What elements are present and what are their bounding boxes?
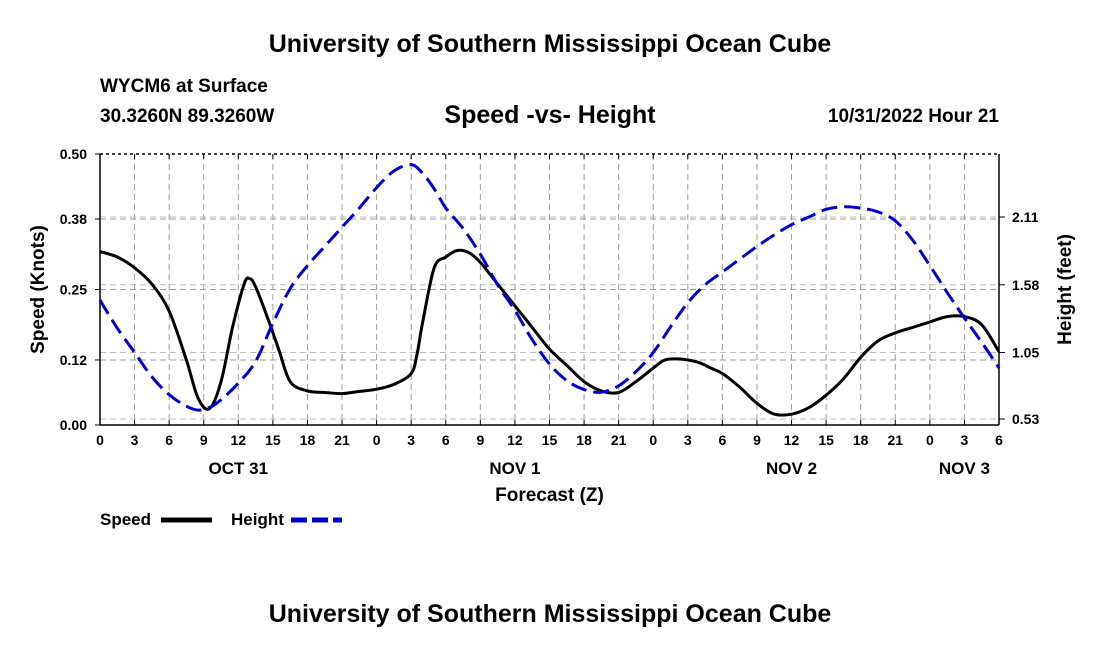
x-tick-label: 21 (887, 432, 903, 448)
y-right-tick-label: 0.53 (1012, 411, 1039, 427)
x-tick-label: 0 (96, 432, 104, 448)
x-day-label: NOV 2 (766, 459, 817, 478)
chart-title: Speed -vs- Height (444, 101, 656, 129)
y-right-tick-label: 1.05 (1012, 345, 1039, 361)
station-label: WYCM6 at Surface (100, 76, 268, 97)
x-tick-label: 15 (542, 432, 558, 448)
x-tick-label: 12 (784, 432, 800, 448)
x-day-label: NOV 1 (489, 459, 540, 478)
y-right-tick-label: 1.58 (1012, 277, 1039, 293)
x-tick-label: 15 (265, 432, 281, 448)
x-tick-label: 9 (476, 432, 484, 448)
x-tick-label: 21 (334, 432, 350, 448)
y-left-tick-label: 0.50 (60, 146, 87, 162)
x-tick-label: 18 (853, 432, 869, 448)
y-left-tick-label: 0.25 (60, 282, 87, 298)
x-tick-label: 3 (407, 432, 415, 448)
x-axis-title: Forecast (Z) (495, 485, 604, 506)
x-tick-label: 12 (231, 432, 247, 448)
x-tick-label: 9 (200, 432, 208, 448)
x-tick-label: 18 (300, 432, 316, 448)
x-tick-label: 21 (611, 432, 627, 448)
x-tick-label: 3 (961, 432, 969, 448)
x-tick-label: 6 (718, 432, 726, 448)
y-right-tick-label: 2.11 (1012, 209, 1039, 225)
y-left-axis-title: Speed (Knots) (28, 225, 49, 354)
x-tick-label: 12 (507, 432, 523, 448)
x-tick-label: 3 (684, 432, 692, 448)
x-day-label: NOV 3 (939, 459, 990, 478)
y-right-axis-title: Height (feet) (1055, 234, 1076, 345)
legend-label-height: Height (231, 510, 284, 529)
x-tick-label: 0 (926, 432, 934, 448)
x-tick-label: 3 (131, 432, 139, 448)
series-line-height (98, 163, 1001, 412)
y-left-tick-label: 0.12 (60, 352, 87, 368)
page-title: University of Southern Mississippi Ocean… (268, 30, 832, 58)
x-day-label: OCT 31 (209, 459, 269, 478)
x-tick-label: 15 (818, 432, 834, 448)
series-line-speed (99, 248, 1001, 417)
x-tick-label: 6 (165, 432, 173, 448)
coordinates-label: 30.3260N 89.3260W (100, 106, 275, 127)
forecast-date-label: 10/31/2022 Hour 21 (827, 106, 999, 127)
x-tick-label: 6 (442, 432, 450, 448)
x-tick-label: 0 (373, 432, 381, 448)
y-left-tick-label: 0.00 (60, 417, 87, 433)
legend-label-speed: Speed (100, 510, 151, 529)
x-tick-label: 6 (995, 432, 1003, 448)
x-tick-label: 18 (576, 432, 592, 448)
y-left-tick-label: 0.38 (60, 211, 87, 227)
footer-title: University of Southern Mississippi Ocean… (268, 600, 832, 628)
x-tick-label: 0 (649, 432, 657, 448)
x-tick-label: 9 (753, 432, 761, 448)
